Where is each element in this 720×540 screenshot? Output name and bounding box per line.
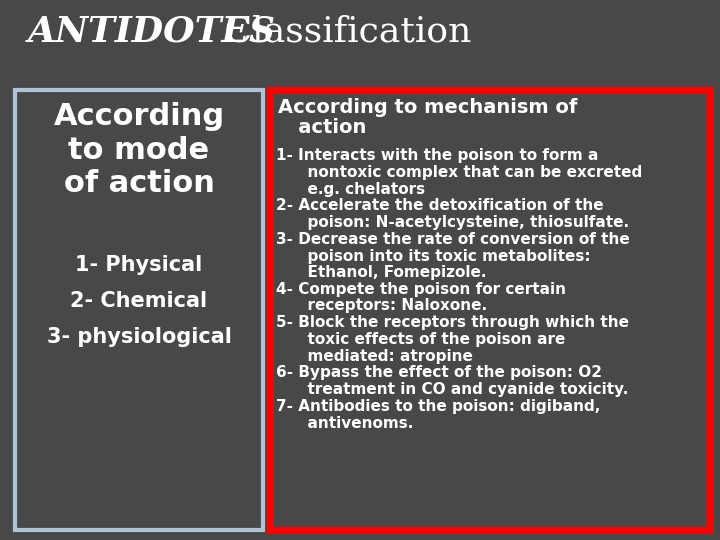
Text: 4- Compete the poison for certain
      receptors: Naloxone.: 4- Compete the poison for certain recept…: [276, 281, 566, 313]
Text: 2- Accelerate the detoxification of the
      poison: N-acetylcysteine, thiosulf: 2- Accelerate the detoxification of the …: [276, 198, 629, 230]
Text: 7- Antibodies to the poison: digiband,
      antivenoms.: 7- Antibodies to the poison: digiband, a…: [276, 399, 600, 431]
Text: 6- Bypass the effect of the poison: O2
      treatment in CO and cyanide toxicit: 6- Bypass the effect of the poison: O2 t…: [276, 366, 629, 397]
Bar: [270, 90, 710, 530]
Text: 3- Decrease the rate of conversion of the
      poison into its toxic metabolite: 3- Decrease the rate of conversion of th…: [276, 232, 630, 280]
Text: 3- physiological: 3- physiological: [47, 327, 231, 347]
Text: According to mechanism of: According to mechanism of: [278, 98, 577, 117]
Text: According
to mode
of action: According to mode of action: [53, 102, 225, 198]
Text: Classification: Classification: [213, 15, 472, 49]
Text: 5- Block the receptors through which the
      toxic effects of the poison are
 : 5- Block the receptors through which the…: [276, 315, 629, 364]
Text: 1- Interacts with the poison to form a
      nontoxic complex that can be excret: 1- Interacts with the poison to form a n…: [276, 148, 642, 197]
Text: ANTIDOTES: ANTIDOTES: [28, 15, 276, 49]
Text: 1- Physical: 1- Physical: [76, 255, 202, 275]
Bar: [15, 90, 263, 530]
Text: 2- Chemical: 2- Chemical: [71, 291, 207, 311]
Text: action: action: [278, 118, 366, 137]
